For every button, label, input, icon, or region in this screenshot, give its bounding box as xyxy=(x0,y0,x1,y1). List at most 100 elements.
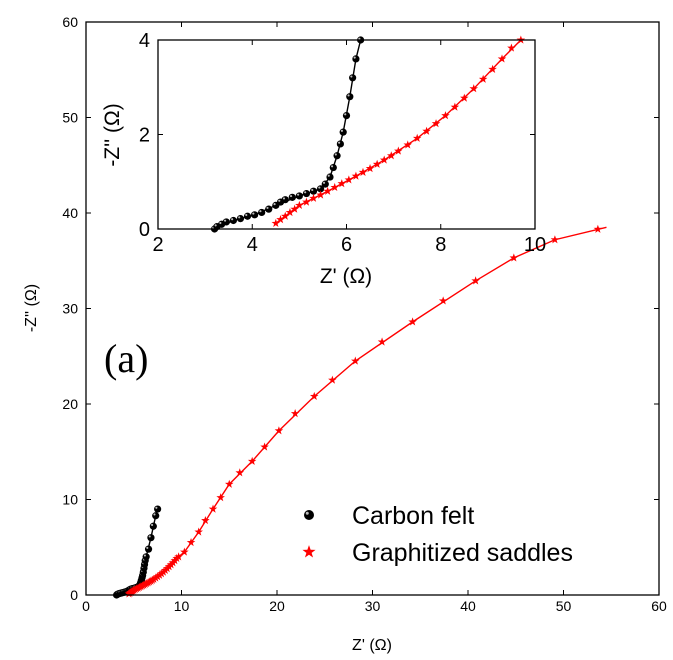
inset-point-graphitized-saddles xyxy=(280,211,290,220)
inset-point-carbon-felt xyxy=(336,140,344,148)
inset-point-graphitized-saddles xyxy=(316,190,325,199)
main-point-carbon-felt-highlight xyxy=(148,535,151,538)
main-y-tick-label: 30 xyxy=(62,301,78,317)
inset-point-carbon-felt-highlight xyxy=(322,181,326,184)
main-point-graphitized-saddles xyxy=(328,375,337,384)
inset-point-carbon-felt xyxy=(326,173,334,181)
main-x-axis-title: Z' (Ω) xyxy=(352,637,392,654)
inset-point-carbon-felt-highlight xyxy=(311,188,314,192)
main-point-graphitized-saddles xyxy=(471,276,480,285)
inset-point-carbon-felt xyxy=(342,112,351,120)
main-point-graphitized-saddles xyxy=(194,527,203,536)
inset-x-tick-label: 8 xyxy=(435,234,446,256)
main-point-carbon-felt xyxy=(152,512,160,520)
main-x-tick-label: 0 xyxy=(82,598,90,614)
inset-point-graphitized-saddles xyxy=(497,54,507,63)
legend-label-graphitized-saddles: Graphitized saddles xyxy=(352,539,573,567)
main-point-graphitized-saddles xyxy=(208,504,218,513)
inset-point-carbon-felt-highlight xyxy=(338,141,341,144)
inset-point-carbon-felt-highlight xyxy=(259,210,262,213)
inset-point-carbon-felt xyxy=(302,189,311,198)
inset-point-carbon-felt-highlight xyxy=(350,75,353,78)
inset-point-carbon-felt xyxy=(236,215,245,223)
inset-point-carbon-felt-highlight xyxy=(238,216,241,219)
main-x-tick-label: 60 xyxy=(651,598,667,614)
inset-point-graphitized-saddles xyxy=(365,164,375,173)
legend-marker-symbol xyxy=(304,510,314,520)
inset-point-carbon-felt-highlight xyxy=(330,165,334,168)
inset-point-graphitized-saddles xyxy=(337,179,347,188)
panel-label: (a) xyxy=(104,336,148,381)
inset-point-graphitized-saddles xyxy=(379,155,389,164)
inset-point-graphitized-saddles xyxy=(309,193,318,202)
inset-point-carbon-felt-highlight xyxy=(353,56,356,59)
legend-label-carbon-felt: Carbon felt xyxy=(352,502,474,530)
main-y-tick-label: 20 xyxy=(62,396,78,412)
inset-point-carbon-felt-highlight xyxy=(219,221,222,225)
main-point-graphitized-saddles xyxy=(153,572,162,581)
inset-point-carbon-felt xyxy=(346,93,354,101)
inset-point-carbon-felt xyxy=(251,211,259,219)
inset-point-graphitized-saddles xyxy=(431,119,441,128)
inset-point-carbon-felt xyxy=(309,187,318,195)
inset-point-graphitized-saddles xyxy=(469,84,479,93)
legend-marker-graphitized-saddles xyxy=(302,545,316,558)
inset-point-carbon-felt-highlight xyxy=(327,174,330,177)
main-point-graphitized-saddles xyxy=(438,296,448,305)
inset-point-graphitized-saddles xyxy=(290,204,299,213)
inset-point-graphitized-saddles xyxy=(450,102,460,111)
main-point-graphitized-saddles xyxy=(309,391,319,400)
main-x-tick-label: 20 xyxy=(269,598,285,614)
inset-point-graphitized-saddles xyxy=(271,218,281,227)
inset-point-carbon-felt-highlight xyxy=(334,153,337,156)
inset-point-graphitized-saddles xyxy=(386,151,396,160)
main-point-carbon-felt xyxy=(147,534,155,542)
main-point-graphitized-saddles xyxy=(550,235,560,244)
legend: Carbon felt Graphitized saddles xyxy=(302,502,573,567)
inset-point-graphitized-saddles xyxy=(441,111,450,120)
main-point-graphitized-saddles xyxy=(247,456,257,465)
inset-point-graphitized-saddles xyxy=(488,64,497,73)
inset-point-carbon-felt xyxy=(329,163,337,172)
main-point-carbon-felt xyxy=(144,545,153,553)
inset-point-carbon-felt-highlight xyxy=(358,37,361,40)
main-y-tick-label: 10 xyxy=(62,492,78,508)
main-point-graphitized-saddles xyxy=(351,356,360,365)
inset-point-carbon-felt-highlight xyxy=(297,193,300,196)
main-y-tick-label: 40 xyxy=(62,205,78,221)
inset-point-graphitized-saddles xyxy=(344,175,354,184)
inset-point-carbon-felt-highlight xyxy=(289,195,293,198)
inset-point-graphitized-saddles xyxy=(323,186,332,195)
legend-marker-carbon-felt xyxy=(304,510,314,520)
inset-point-carbon-felt-highlight xyxy=(340,129,344,132)
main-y-axis-title: -Z'' (Ω) xyxy=(23,284,40,332)
inset-point-graphitized-saddles xyxy=(276,215,285,224)
main-point-carbon-felt xyxy=(154,505,162,513)
inset-point-carbon-felt xyxy=(265,205,273,213)
main-point-graphitized-saddles xyxy=(180,547,189,556)
main-x-tick-label: 50 xyxy=(556,598,572,614)
inset-point-graphitized-saddles xyxy=(460,93,469,102)
legend-marker-symbol xyxy=(302,545,316,558)
inset-point-carbon-felt xyxy=(288,193,296,201)
main-y-tick-label: 60 xyxy=(62,14,78,30)
inset-point-carbon-felt-highlight xyxy=(214,224,217,227)
inset-point-graphitized-saddles xyxy=(351,171,361,180)
main-point-carbon-felt-highlight xyxy=(155,506,158,509)
main-point-graphitized-saddles xyxy=(290,409,300,418)
main-y-tick-label: 0 xyxy=(70,587,78,603)
main-point-graphitized-saddles xyxy=(377,337,387,346)
inset-point-carbon-felt-highlight xyxy=(273,203,276,206)
inset-data-layer xyxy=(210,35,526,233)
inset-point-graphitized-saddles xyxy=(403,140,413,149)
inset-point-carbon-felt-highlight xyxy=(278,199,281,202)
main-point-graphitized-saddles xyxy=(201,516,210,525)
inset-point-carbon-felt xyxy=(333,152,341,160)
main-point-graphitized-saddles xyxy=(224,479,234,488)
inset-y-tick-label: 4 xyxy=(139,30,150,52)
inset-point-carbon-felt xyxy=(281,196,289,204)
main-point-graphitized-saddles xyxy=(260,442,269,451)
inset-point-carbon-felt-highlight xyxy=(344,113,347,116)
